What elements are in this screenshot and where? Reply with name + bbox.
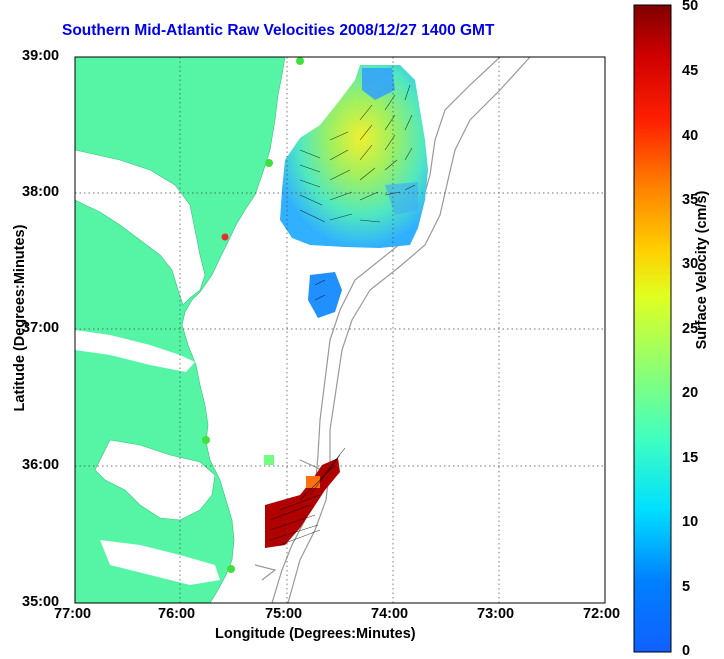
station-marker <box>265 159 273 167</box>
isolated-cell <box>264 455 274 465</box>
y-axis-label: Latitude (Degrees:Minutes) <box>12 224 28 412</box>
sound <box>94 439 216 521</box>
colorbar-tick-label: 20 <box>682 385 699 401</box>
map-title: Southern Mid-Atlantic Raw Velocities 200… <box>62 22 495 39</box>
plot-border <box>74 56 606 604</box>
colorbar-tick-label: 30 <box>682 256 699 272</box>
x-tick-label: 72:00 <box>583 606 621 622</box>
y-tick-label: 37:00 <box>22 320 60 336</box>
north-blue-patch <box>362 68 395 100</box>
station-marker <box>221 233 229 241</box>
colorbar-tick-label: 40 <box>682 128 699 144</box>
y-tick-label: 36:00 <box>22 457 60 473</box>
colorbar-tick-label: 25 <box>682 321 699 337</box>
colorbar-tick-label: 10 <box>682 514 699 530</box>
colorbar-tick-label: 15 <box>682 450 699 466</box>
x-tick-label: 76:00 <box>158 606 196 622</box>
south-orange-cell <box>306 476 320 488</box>
colorbar-tick-label: 35 <box>682 192 699 208</box>
station-marker <box>227 565 235 573</box>
y-tick-label: 35:00 <box>22 594 60 610</box>
station-marker <box>202 436 210 444</box>
grid <box>75 57 605 603</box>
x-tick-label: 77:00 <box>54 606 92 622</box>
colorbar-label: Surface Velocity (cm/s) <box>694 190 710 350</box>
colorbar <box>633 4 672 653</box>
x-tick-label: 73:00 <box>477 606 515 622</box>
x-tick-label: 75:00 <box>265 606 303 622</box>
y-tick-label: 38:00 <box>22 184 60 200</box>
colorbar-tick-label: 0 <box>682 643 691 659</box>
colorbar-tick-label: 50 <box>682 0 699 14</box>
y-tick-label: 39:00 <box>22 48 60 64</box>
bay-inlet <box>75 330 195 372</box>
colorbar-tick-label: 5 <box>682 579 691 595</box>
velocity-vectors <box>269 84 416 546</box>
colorbar-tick-label: 45 <box>682 63 699 79</box>
station-marker <box>296 57 304 65</box>
x-tick-label: 74:00 <box>371 606 409 622</box>
bay <box>75 149 206 306</box>
sound-south <box>100 540 220 585</box>
x-axis-label: Longitude (Degrees:Minutes) <box>215 626 416 642</box>
